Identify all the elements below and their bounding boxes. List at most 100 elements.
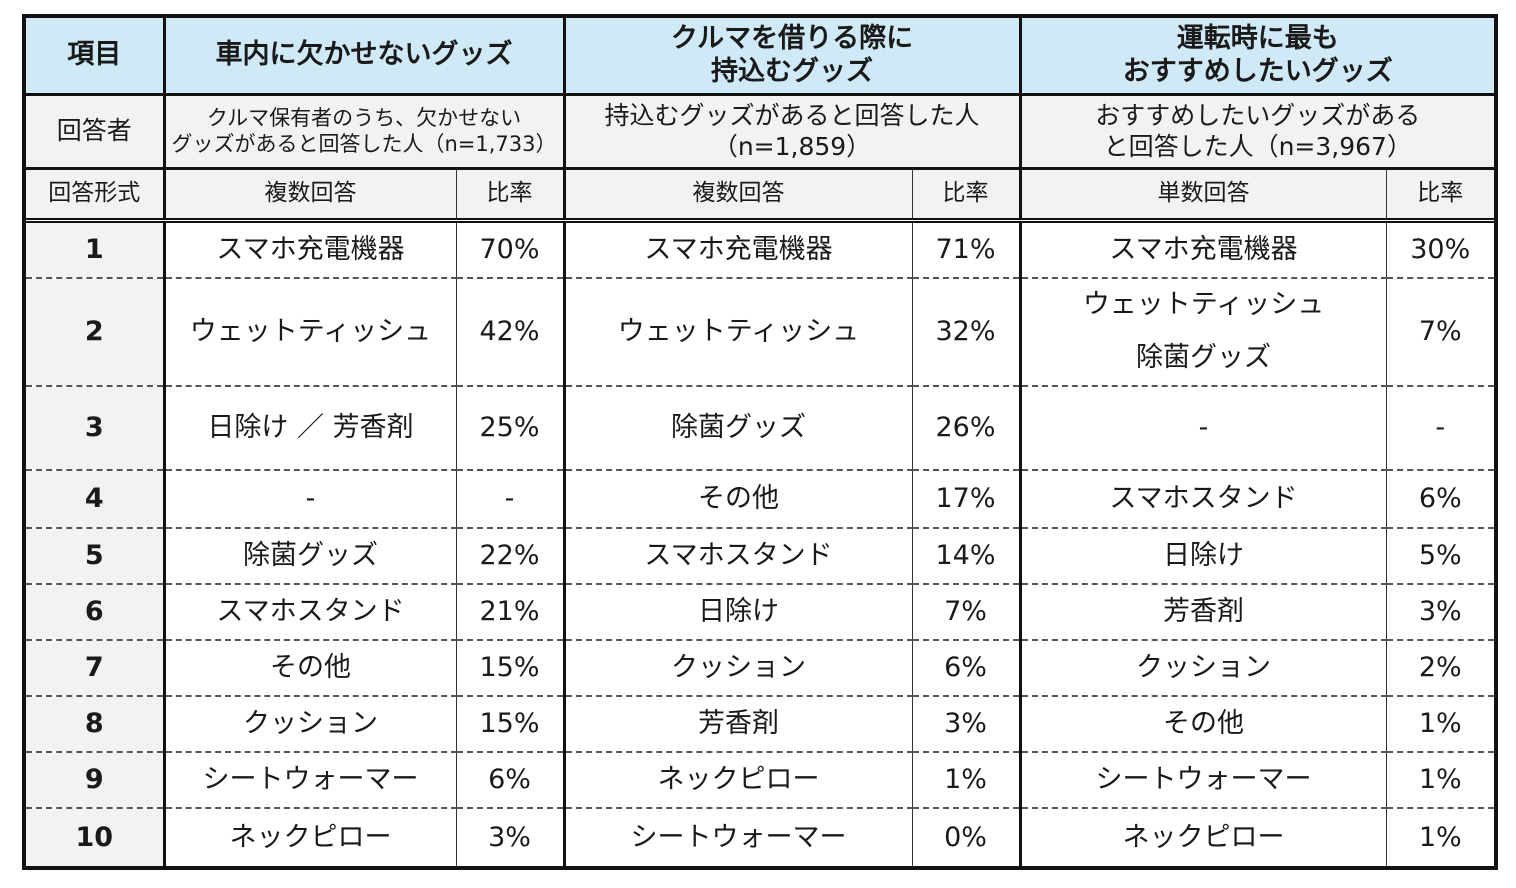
ranking-table-frame: 項目 車内に欠かせないグッズ クルマを借りる際に 持込むグッズ 運転時に最も お… bbox=[22, 14, 1498, 870]
col1-item: スマホスタンド bbox=[164, 584, 457, 641]
col1-item: 除菌グッズ bbox=[164, 528, 457, 585]
col2-item: スマホスタンド bbox=[564, 528, 913, 585]
col1-ratio: 15% bbox=[456, 696, 566, 753]
table-row: 6 スマホスタンド 21% 日除け 7% 芳香剤 3% bbox=[26, 584, 1495, 641]
respondents-col2: 持込むグッズがあると回答した人 （n=1,859） bbox=[564, 94, 1022, 170]
col3-ratio: 7% bbox=[1386, 278, 1495, 387]
format-col2-ratio: 比率 bbox=[912, 168, 1022, 223]
col1-ratio: 21% bbox=[456, 584, 566, 641]
respondents-col1-line2: グッズがあると回答した人（n=1,733） bbox=[171, 132, 557, 156]
header-row-respondents: 回答者 クルマ保有者のうち、欠かせない グッズがあると回答した人（n=1,733… bbox=[26, 94, 1495, 170]
col3-item: ネックピロー bbox=[1020, 808, 1387, 866]
col1-ratio: 15% bbox=[456, 640, 566, 697]
respondents-col1-line1: クルマ保有者のうち、欠かせない bbox=[206, 105, 522, 130]
col2-ratio: 0% bbox=[912, 808, 1022, 866]
respondents-col2-line2: （n=1,859） bbox=[712, 132, 872, 161]
col2-item: 日除け bbox=[564, 584, 913, 641]
respondents-col3: おすすめしたいグッズがある と回答した人（n=3,967） bbox=[1020, 94, 1495, 170]
col2-item: 芳香剤 bbox=[564, 696, 913, 753]
col3-ratio: 1% bbox=[1418, 821, 1462, 853]
col3-item: スマホ充電機器 bbox=[1020, 220, 1387, 279]
rank-cell: 4 bbox=[26, 470, 166, 529]
table-row: 1 スマホ充電機器 70% スマホ充電機器 71% スマホ充電機器 30% bbox=[26, 220, 1495, 279]
header-col2-title: クルマを借りる際に 持込むグッズ bbox=[564, 18, 1022, 96]
col2-ratio: 6% bbox=[912, 640, 1022, 697]
col1-ratio: 42% bbox=[456, 278, 566, 387]
header-col3-title-line1: 運転時に最も bbox=[1176, 22, 1339, 54]
col2-item: ネックピロー bbox=[564, 752, 913, 809]
header-col3-title: 運転時に最も おすすめしたいグッズ bbox=[1020, 18, 1495, 96]
col3-ratio: 1% bbox=[1386, 696, 1495, 753]
col1-ratio: 70% bbox=[456, 220, 566, 279]
ranking-table: 項目 車内に欠かせないグッズ クルマを借りる際に 持込むグッズ 運転時に最も お… bbox=[26, 18, 1495, 866]
col1-ratio: 22% bbox=[456, 528, 566, 585]
col1-item: ネックピロー bbox=[164, 808, 457, 866]
col3-item: ウェットティッシュ 除菌グッズ bbox=[1020, 278, 1387, 387]
table-row: 2 ウェットティッシュ 42% ウェットティッシュ 32% ウェットティッシュ … bbox=[26, 278, 1495, 387]
respondents-col3-line2: と回答した人（n=3,967） bbox=[1103, 132, 1412, 161]
format-col3-type: 単数回答 bbox=[1020, 168, 1387, 223]
rank-cell: 8 bbox=[26, 696, 166, 753]
format-col3-ratio: 比率 bbox=[1386, 168, 1495, 223]
col2-ratio: 17% bbox=[912, 470, 1022, 529]
header-col3-title-line2: おすすめしたいグッズ bbox=[1122, 56, 1393, 88]
rank-cell: 2 bbox=[26, 278, 166, 387]
col1-item: - bbox=[164, 470, 457, 529]
col3-ratio: - bbox=[1386, 386, 1495, 471]
col1-item: シートウォーマー bbox=[164, 752, 457, 809]
table-row: 5 除菌グッズ 22% スマホスタンド 14% 日除け 5% bbox=[26, 528, 1495, 585]
format-label: 回答形式 bbox=[26, 168, 166, 223]
format-col1-type: 複数回答 bbox=[164, 168, 457, 223]
col3-item: 芳香剤 bbox=[1020, 584, 1387, 641]
col3-item: シートウォーマー bbox=[1020, 752, 1387, 809]
rank-cell: 1 bbox=[26, 220, 166, 279]
respondents-col1: クルマ保有者のうち、欠かせない グッズがあると回答した人（n=1,733） bbox=[164, 94, 566, 170]
table-row: 7 その他 15% クッション 6% クッション 2% bbox=[26, 640, 1495, 697]
col1-item: その他 bbox=[164, 640, 457, 697]
col2-ratio: 7% bbox=[912, 584, 1022, 641]
rank-cell: 7 bbox=[26, 640, 166, 697]
rank-cell: 3 bbox=[26, 386, 166, 471]
col1-item: 日除け ／ 芳香剤 bbox=[164, 386, 457, 471]
col2-ratio: 32% bbox=[912, 278, 1022, 387]
table-row: 4 - - その他 17% スマホスタンド 6% bbox=[26, 470, 1495, 529]
respondents-col3-line1: おすすめしたいグッズがある bbox=[1095, 100, 1421, 130]
respondents-label: 回答者 bbox=[26, 94, 166, 170]
col3-ratio: 2% bbox=[1386, 640, 1495, 697]
header-col2-title-line1: クルマを借りる際に bbox=[670, 22, 914, 54]
format-col2-type: 複数回答 bbox=[564, 168, 913, 223]
table-row: 3 日除け ／ 芳香剤 25% 除菌グッズ 26% - - bbox=[26, 386, 1495, 471]
table-row: 10 ネックピロー 3% シートウォーマー 0% ネックピロー 1% bbox=[26, 808, 1494, 866]
header-row-format: 回答形式 複数回答 比率 複数回答 比率 単数回答 比率 bbox=[26, 168, 1495, 223]
col2-ratio: 1% bbox=[912, 752, 1022, 809]
col1-item: スマホ充電機器 bbox=[164, 220, 457, 279]
col3-item: スマホスタンド bbox=[1020, 470, 1387, 529]
rank-cell: 10 bbox=[26, 808, 166, 866]
col2-item: シートウォーマー bbox=[564, 808, 913, 866]
col3-ratio: 3% bbox=[1386, 584, 1495, 641]
rank-cell: 5 bbox=[26, 528, 166, 585]
rank-cell: 9 bbox=[26, 752, 166, 809]
header-col1-title: 車内に欠かせないグッズ bbox=[164, 18, 566, 96]
header-col2-title-line2: 持込むグッズ bbox=[711, 56, 873, 88]
col3-item: - bbox=[1020, 386, 1387, 471]
col2-item: 除菌グッズ bbox=[564, 386, 913, 471]
format-col1-ratio: 比率 bbox=[456, 168, 566, 223]
col3-ratio: 1% bbox=[1386, 752, 1495, 809]
respondents-col2-line1: 持込むグッズがあると回答した人 bbox=[604, 100, 980, 130]
col3-item-line1: ウェットティッシュ bbox=[1082, 289, 1325, 321]
rank-cell: 6 bbox=[26, 584, 166, 641]
col1-ratio: 3% bbox=[456, 808, 566, 866]
header-row-titles: 項目 車内に欠かせないグッズ クルマを借りる際に 持込むグッズ 運転時に最も お… bbox=[26, 18, 1495, 96]
col1-item: クッション bbox=[164, 696, 457, 753]
col3-item: クッション bbox=[1020, 640, 1387, 697]
col3-ratio: 5% bbox=[1386, 528, 1495, 585]
table-row: 9 シートウォーマー 6% ネックピロー 1% シートウォーマー 1% bbox=[26, 752, 1495, 809]
col1-item: ウェットティッシュ bbox=[164, 278, 457, 387]
col2-ratio: 26% bbox=[912, 386, 1022, 471]
col3-item: 日除け bbox=[1020, 528, 1387, 585]
col1-ratio: 6% bbox=[456, 752, 566, 809]
col3-ratio: 6% bbox=[1386, 470, 1495, 529]
col3-ratio: 30% bbox=[1386, 220, 1495, 279]
col3-item-line2: 除菌グッズ bbox=[1136, 342, 1272, 373]
